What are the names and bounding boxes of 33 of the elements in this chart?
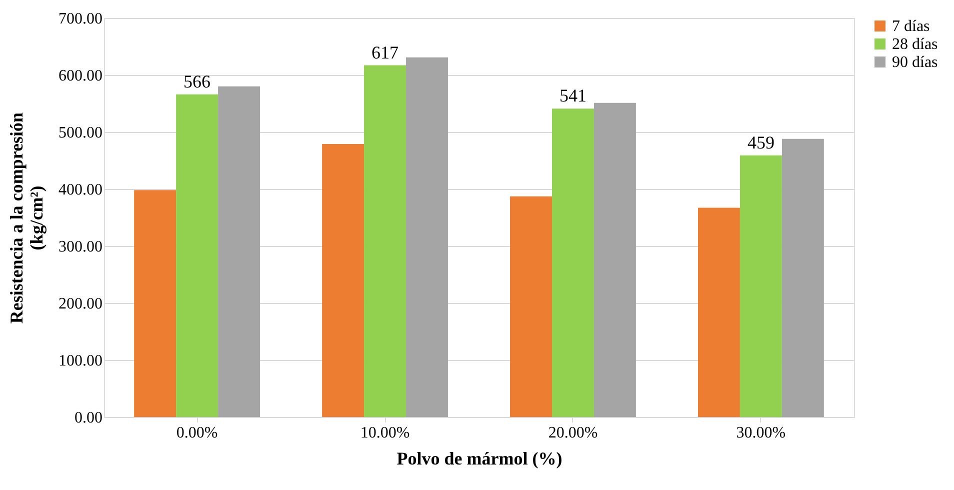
bar [322, 144, 364, 417]
x-tick-label: 10.00% [360, 424, 410, 442]
bar [134, 190, 176, 417]
bar [176, 94, 218, 417]
y-axis-title: Resistencia a la compresión (kg/cm²) [6, 112, 46, 324]
bar [698, 208, 740, 417]
x-axis-title: Polvo de mármol (%) [396, 448, 562, 468]
y-tick-label: 400.00 [58, 182, 102, 198]
bar [364, 65, 406, 417]
legend-label: 7 días [892, 18, 930, 35]
bar [510, 196, 552, 417]
x-tick-label: 30.00% [736, 424, 786, 442]
bar [782, 138, 824, 417]
y-tick-label: 200.00 [58, 296, 102, 312]
x-tick-label: 20.00% [548, 424, 598, 442]
y-tick-label: 500.00 [58, 124, 102, 142]
y-tick-label: 100.00 [58, 352, 102, 370]
bar [740, 155, 782, 417]
bar [218, 86, 260, 417]
data-label: 566 [184, 71, 211, 92]
legend-label: 28 días [892, 36, 938, 53]
bar [552, 108, 594, 417]
legend-label: 90 días [892, 54, 938, 71]
y-tick-label: 0.00 [74, 410, 102, 426]
y-tick-label: 600.00 [58, 68, 102, 84]
y-tick-label: 300.00 [58, 238, 102, 256]
bar [594, 102, 636, 417]
data-label: 541 [559, 86, 586, 106]
x-tick-label: 0.00% [176, 424, 218, 442]
data-label: 459 [747, 132, 774, 152]
y-tick-label: 700.00 [58, 10, 102, 28]
bar [406, 57, 448, 417]
data-label: 617 [372, 42, 399, 62]
